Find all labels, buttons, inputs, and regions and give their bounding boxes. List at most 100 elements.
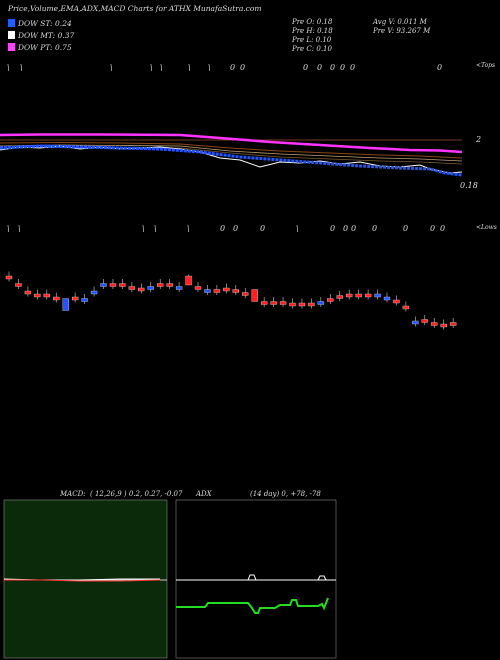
legend-dow-pt: DOW PT: 0.75 xyxy=(8,43,72,52)
candle-body xyxy=(62,298,69,311)
swing-marker: \ xyxy=(187,224,190,233)
swing-marker: \ xyxy=(7,63,10,72)
volume-pre: Pre V: 93.267 M xyxy=(373,27,431,35)
legend-label-st: DOW ST: 0.24 xyxy=(18,19,72,28)
swing-marker: 0 xyxy=(440,224,446,233)
candle-body xyxy=(421,319,428,323)
candle-body xyxy=(374,293,381,298)
ema-right-label: 2 xyxy=(476,135,482,144)
candle-body xyxy=(449,322,457,326)
ema-price-label: 0.18 xyxy=(460,181,478,190)
candle-body xyxy=(346,293,353,298)
candle-body xyxy=(72,296,79,301)
candle-body xyxy=(412,320,419,325)
macd-values: ( 12,26,9 ) 0.2, 0.27, -0.07 xyxy=(90,490,183,498)
candle-body xyxy=(440,323,447,328)
swing-marker: \ xyxy=(154,224,157,233)
swing-marker: 0 xyxy=(340,63,346,72)
swing-marker: 0 xyxy=(330,63,336,72)
ohlc-open: Pre O: 0.18 xyxy=(292,18,333,26)
swing-marker: \ xyxy=(160,63,163,72)
swing-marker: 0 xyxy=(260,224,266,233)
swing-marker: \ xyxy=(20,63,23,72)
candle-body xyxy=(251,289,258,302)
swing-marker: 0 xyxy=(303,63,309,72)
candle-body xyxy=(383,296,391,301)
adx-values: (14 day) 0, +78, -78 xyxy=(250,490,321,498)
candle-body xyxy=(289,302,296,307)
ema-brown-line-2 xyxy=(0,144,463,162)
swing-marker: \ xyxy=(142,224,145,233)
candle-body xyxy=(15,283,22,287)
lows-label: <Lows xyxy=(476,224,497,231)
legend-dow-st: DOW ST: 0.24 xyxy=(8,19,72,28)
swing-marker: \ xyxy=(18,224,21,233)
candle-body xyxy=(90,290,98,295)
swing-marker: 0 xyxy=(403,224,409,233)
swing-marker: 0 xyxy=(233,224,239,233)
candle-body xyxy=(157,283,164,287)
swing-marker: \ xyxy=(208,63,211,72)
legend-swatch-mt xyxy=(8,31,15,39)
candle-body xyxy=(317,301,325,305)
candle-body xyxy=(109,283,117,287)
ema-brown-line-1 xyxy=(0,141,463,159)
swing-marker: 0 xyxy=(240,63,246,72)
candle-body xyxy=(43,293,50,298)
candle-body xyxy=(24,290,32,295)
candle-body xyxy=(223,287,230,292)
candle-body xyxy=(138,287,145,292)
candle-body xyxy=(355,293,362,298)
legend-swatch-st xyxy=(8,19,15,27)
swing-marker: 0 xyxy=(330,224,336,233)
ema-band xyxy=(0,133,463,177)
swing-marker: 0 xyxy=(351,224,357,233)
candle-body xyxy=(298,302,306,307)
adx-title: ADX xyxy=(196,490,212,498)
candle-body xyxy=(194,286,202,290)
legend-label-mt: DOW MT: 0.37 xyxy=(18,31,75,40)
candle-body xyxy=(402,305,410,310)
legend-label-pt: DOW PT: 0.75 xyxy=(18,43,72,52)
candle-body xyxy=(327,298,334,302)
legend-dow-mt: DOW MT: 0.37 xyxy=(8,31,74,40)
candle-body xyxy=(147,286,154,290)
volume-avg: Avg V: 0.011 M xyxy=(373,18,427,26)
candle-body xyxy=(128,286,136,290)
macd-signal-line xyxy=(4,579,161,582)
candle-body xyxy=(393,299,400,304)
ema-white-line xyxy=(0,145,463,174)
swing-marker: 0 xyxy=(230,63,236,72)
swing-marker: 0 xyxy=(343,224,349,233)
candle-body xyxy=(175,286,183,290)
candle-body xyxy=(232,289,239,293)
chart-title: Price,Volume,EMA,ADX,MACD Charts for ATH… xyxy=(8,4,262,13)
candle-body xyxy=(213,289,221,293)
swing-marker: 0 xyxy=(350,63,356,72)
ohlc-low: Pre L: 0.10 xyxy=(292,36,332,44)
swing-marker: 0 xyxy=(430,224,436,233)
candle-body xyxy=(270,301,277,305)
swing-marker: \ xyxy=(7,224,10,233)
swing-marker: 0 xyxy=(220,224,226,233)
candle-body xyxy=(100,283,107,287)
candle-body xyxy=(81,298,88,302)
candle-body xyxy=(185,275,192,286)
adx-line xyxy=(176,574,336,581)
legend-swatch-pt xyxy=(8,43,15,51)
candle-body xyxy=(204,289,211,293)
candle-body xyxy=(431,322,438,326)
swing-marker: 0 xyxy=(437,63,443,72)
ema-pink-line xyxy=(0,133,463,154)
swing-marker: \ xyxy=(296,224,299,233)
candle-body xyxy=(364,293,372,298)
candle-body xyxy=(242,292,249,296)
candle-body xyxy=(119,283,126,287)
swing-marker: \ xyxy=(150,63,153,72)
tops-label: <Tops xyxy=(476,62,496,69)
candle-body xyxy=(336,295,343,299)
ohlc-close: Pre C: 0.10 xyxy=(292,45,332,53)
candle-body xyxy=(34,293,41,298)
candle-body xyxy=(279,301,287,305)
